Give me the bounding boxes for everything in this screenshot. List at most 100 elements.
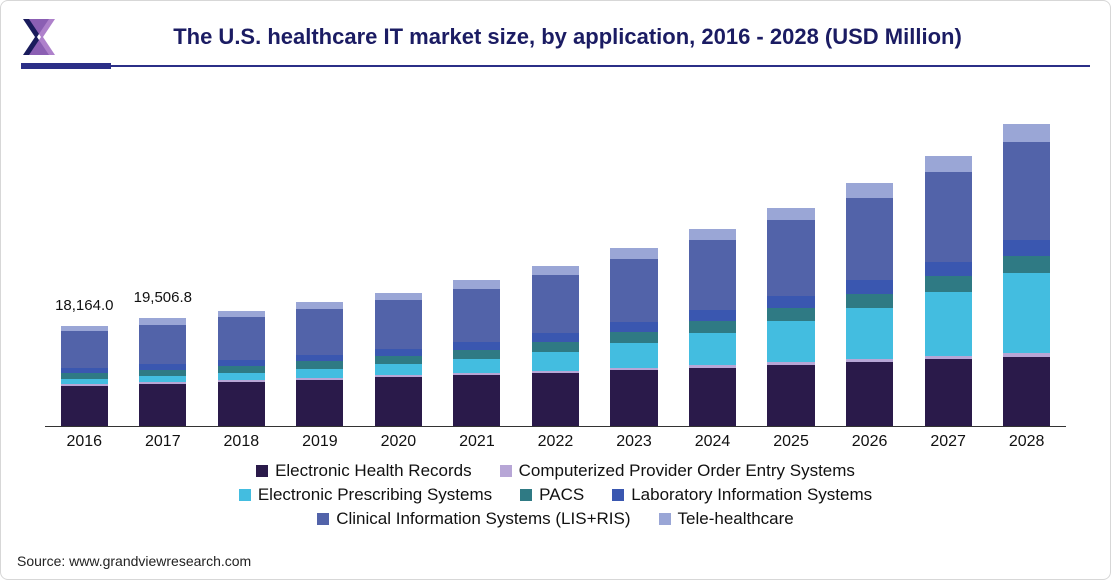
x-tick-label: 2017 [124, 433, 203, 451]
x-tick-label: 2023 [595, 433, 674, 451]
bar-segment-eps [846, 308, 893, 359]
bar-segment-cis [218, 317, 265, 359]
bar-column [673, 94, 752, 426]
bar-segment-lis [610, 322, 657, 332]
bar-segment-ehr [532, 373, 579, 426]
bar-segment-eps [610, 343, 657, 368]
legend-label: Computerized Provider Order Entry System… [519, 461, 855, 481]
legend-label: Clinical Information Systems (LIS+RIS) [336, 509, 630, 529]
bar-segment-ehr [689, 368, 736, 426]
legend-item: PACS [520, 485, 584, 505]
bar-column [595, 94, 674, 426]
bar-column [281, 94, 360, 426]
x-tick-label: 2016 [45, 433, 124, 451]
legend-item: Tele-healthcare [659, 509, 794, 529]
bar-column [359, 94, 438, 426]
legend-swatch [612, 489, 624, 501]
bar-segment-pacs [610, 332, 657, 343]
bar-segment-lis [532, 333, 579, 342]
bar-segment-cis [375, 300, 422, 349]
stacked-bar [453, 280, 500, 426]
bar-segment-cis [61, 331, 108, 368]
bar-segment-lis [375, 349, 422, 356]
bar-segment-cis [1003, 142, 1050, 240]
x-tick-label: 2026 [830, 433, 909, 451]
legend-label: Electronic Prescribing Systems [258, 485, 492, 505]
legend-swatch [256, 465, 268, 477]
bar-column [516, 94, 595, 426]
bar-segment-tele [846, 183, 893, 197]
bar-callout: 18,164.0 [55, 297, 113, 314]
bar-segment-eps [1003, 273, 1050, 353]
bar-segment-ehr [218, 382, 265, 426]
bar-segment-eps [296, 369, 343, 378]
stacked-bar [925, 156, 972, 426]
bar-segment-ehr [375, 377, 422, 426]
legend-swatch [520, 489, 532, 501]
stacked-bar [532, 266, 579, 426]
bar-segment-tele [296, 302, 343, 309]
bar-column: 19,506.8 [124, 94, 203, 426]
legend: Electronic Health RecordsComputerized Pr… [146, 461, 966, 529]
bar-segment-cis [296, 309, 343, 354]
stacked-bar [1003, 124, 1050, 426]
bar-segment-cis [689, 240, 736, 310]
legend-swatch [500, 465, 512, 477]
stacked-bar [610, 248, 657, 426]
x-tick-label: 2018 [202, 433, 281, 451]
legend-swatch [659, 513, 671, 525]
stacked-bar [296, 302, 343, 426]
legend-item: Computerized Provider Order Entry System… [500, 461, 855, 481]
header: The U.S. healthcare IT market size, by a… [15, 11, 1096, 57]
bar-segment-pacs [1003, 256, 1050, 273]
brand-logo [19, 17, 65, 57]
bar-segment-ehr [925, 359, 972, 426]
bar-segment-tele [767, 208, 814, 221]
x-tick-label: 2027 [909, 433, 988, 451]
bar-segment-cis [767, 220, 814, 296]
chart-title: The U.S. healthcare IT market size, by a… [83, 24, 1092, 50]
bar-segment-lis [1003, 240, 1050, 256]
bar-segment-cis [139, 325, 186, 365]
bar-segment-ehr [767, 365, 814, 426]
bar-column [438, 94, 517, 426]
bar-segment-ehr [453, 375, 500, 426]
stacked-bar [218, 311, 265, 426]
chart-plot-area: 18,164.0 19,506.8 [45, 95, 1066, 427]
bar-segment-cis [925, 172, 972, 262]
bar-segment-tele [689, 229, 736, 241]
bar-column: 18,164.0 [45, 94, 124, 426]
x-tick-label: 2028 [987, 433, 1066, 451]
legend-item: Laboratory Information Systems [612, 485, 872, 505]
stacked-bar [689, 229, 736, 426]
bar-segment-cis [453, 289, 500, 342]
bar-segment-eps [767, 321, 814, 361]
bar-segment-pacs [375, 356, 422, 364]
bar-segment-lis [846, 280, 893, 293]
bar-segment-pacs [296, 361, 343, 369]
chart-card: The U.S. healthcare IT market size, by a… [0, 0, 1111, 580]
bar-segment-eps [925, 292, 972, 356]
title-rule [21, 63, 1090, 69]
legend-item: Electronic Prescribing Systems [239, 485, 492, 505]
legend-label: Tele-healthcare [678, 509, 794, 529]
x-tick-label: 2024 [673, 433, 752, 451]
bar-segment-pacs [846, 294, 893, 308]
bar-segment-pacs [767, 308, 814, 321]
x-tick-label: 2020 [359, 433, 438, 451]
bar-segment-pacs [925, 276, 972, 291]
bar-column [830, 94, 909, 426]
bar-segment-ehr [1003, 357, 1050, 427]
x-axis-line [45, 426, 1066, 427]
stacked-bar [846, 183, 893, 426]
legend-swatch [239, 489, 251, 501]
bar-segment-eps [375, 364, 422, 375]
x-tick-label: 2021 [438, 433, 517, 451]
stacked-bar [61, 326, 108, 426]
bar-segment-lis [767, 296, 814, 308]
bar-segment-pacs [532, 342, 579, 352]
bar-column [909, 94, 988, 426]
bar-segment-eps [532, 352, 579, 371]
bar-segment-pacs [139, 370, 186, 377]
bar-segment-tele [453, 280, 500, 288]
